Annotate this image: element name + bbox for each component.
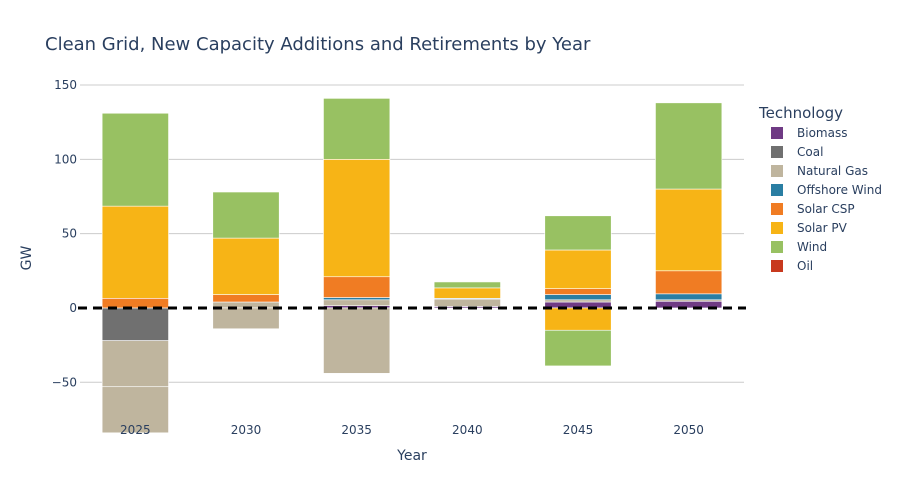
bar-solar-csp-2035 — [323, 276, 391, 298]
x-tick-label: 2050 — [673, 423, 704, 437]
legend-label: Oil — [797, 259, 813, 273]
bar-solar-csp-2050 — [655, 270, 723, 295]
legend-label: Solar PV — [797, 221, 848, 235]
y-axis-title: GW — [19, 246, 35, 271]
bar-natural-gas-2035 — [323, 307, 391, 374]
y-tick-label: 100 — [54, 152, 77, 166]
bar-solar-pv-2050 — [655, 188, 723, 272]
bar-natural-gas-2025 — [101, 386, 169, 434]
x-tick-label: 2030 — [231, 423, 262, 437]
bar-offshore-wind-2045 — [544, 294, 612, 301]
bar-natural-gas-2030 — [212, 307, 280, 330]
x-tick-label: 2040 — [452, 423, 483, 437]
gridlines — [80, 84, 744, 383]
chart-title: Clean Grid, New Capacity Additions and R… — [45, 34, 591, 55]
bar-wind-2030 — [212, 191, 280, 239]
legend-label: Offshore Wind — [797, 183, 882, 197]
legend-swatch-wind — [771, 241, 783, 253]
bar-solar-csp-2030 — [212, 294, 280, 303]
y-tick-label: 0 — [69, 301, 77, 315]
legend-swatch-natural-gas — [771, 165, 783, 177]
bar-natural-gas-2035 — [323, 299, 391, 307]
x-tick-label: 2025 — [120, 423, 151, 437]
bar-wind-2040 — [433, 281, 501, 289]
legend-label: Biomass — [797, 126, 847, 140]
bar-wind-2035 — [323, 98, 391, 160]
bar-solar-pv-2045 — [544, 249, 612, 289]
bar-wind-2025 — [101, 112, 169, 207]
bar-solar-pv-2025 — [101, 205, 169, 299]
legend-swatch-offshore-wind — [771, 184, 783, 196]
x-tick-labels: 2025 2030 2035 2040 2045 2050 — [120, 423, 704, 437]
bar-solar-pv-2030 — [212, 237, 280, 295]
bar-natural-gas-2040 — [433, 298, 501, 307]
y-tick-labels: −50 0 50 100 150 — [52, 78, 77, 389]
legend-swatch-oil — [771, 260, 783, 272]
bar-wind-2050 — [655, 102, 723, 190]
bar-natural-gas-2025 — [101, 340, 169, 388]
legend-title: Technology — [758, 104, 843, 122]
bar-solar-pv-2040 — [433, 287, 501, 299]
legend-label: Wind — [797, 240, 827, 254]
y-tick-label: 150 — [54, 78, 77, 92]
bar-solar-pv-2035 — [323, 159, 391, 278]
legend: Technology Biomass Coal Natural Gas Offshor… — [758, 104, 882, 273]
bar-natural-gas-2045 — [544, 299, 612, 303]
bar-wind-2045 — [544, 329, 612, 367]
bar-wind-2045 — [544, 215, 612, 251]
y-tick-label: 50 — [62, 227, 77, 241]
x-tick-label: 2035 — [341, 423, 372, 437]
y-tick-label: −50 — [52, 375, 77, 389]
bar-coal-2025 — [101, 307, 169, 341]
x-tick-label: 2045 — [563, 423, 594, 437]
bar-solar-csp-2045 — [544, 288, 612, 295]
legend-swatch-solar-pv — [771, 222, 783, 234]
legend-swatch-biomass — [771, 127, 783, 139]
bar-solar-pv-2045 — [544, 307, 612, 331]
bar-offshore-wind-2035 — [323, 297, 391, 301]
x-axis-title: Year — [396, 448, 427, 464]
legend-swatch-coal — [771, 146, 783, 158]
bar-offshore-wind-2050 — [655, 293, 723, 301]
bars-layer — [101, 98, 723, 434]
legend-label: Coal — [797, 145, 823, 159]
legend-swatch-solar-csp — [771, 203, 783, 215]
legend-label: Solar CSP — [797, 202, 855, 216]
legend-label: Natural Gas — [797, 164, 868, 178]
